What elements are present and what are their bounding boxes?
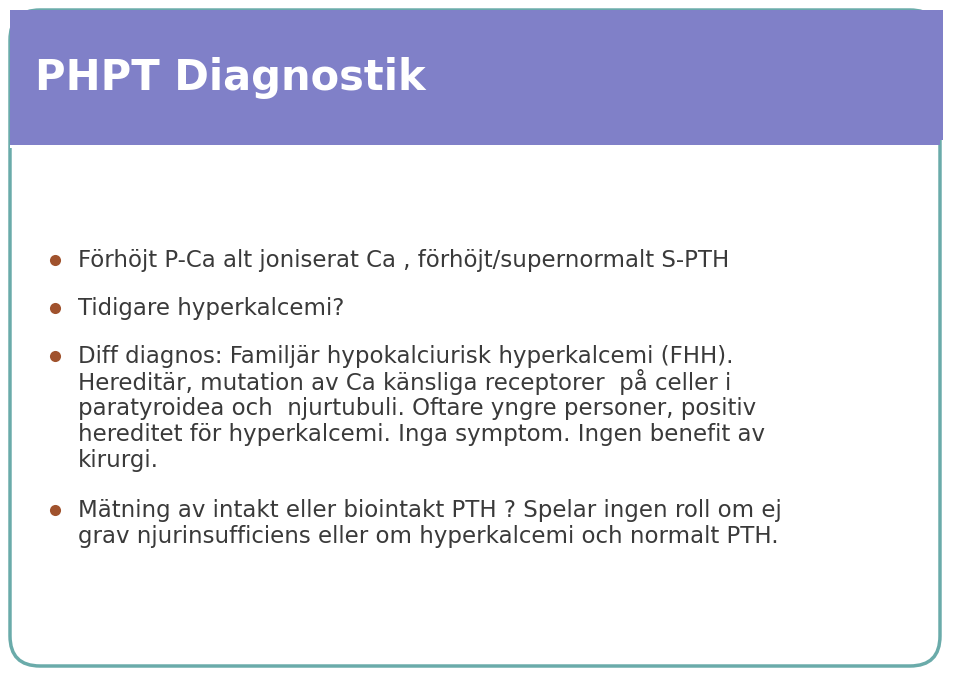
FancyBboxPatch shape (10, 10, 940, 145)
FancyBboxPatch shape (10, 10, 940, 666)
Text: Mätning av intakt eller biointakt PTH ? Spelar ingen roll om ej: Mätning av intakt eller biointakt PTH ? … (78, 498, 781, 521)
Text: kirurgi.: kirurgi. (78, 448, 159, 471)
Bar (10, 60, 940, 145)
Text: Diff diagnos: Familjär hypokalciurisk hyperkalcemi (FHH).: Diff diagnos: Familjär hypokalciurisk hy… (78, 345, 733, 368)
Text: grav njurinsufficiens eller om hyperkalcemi och normalt PTH.: grav njurinsufficiens eller om hyperkalc… (78, 525, 779, 548)
Text: hereditet för hyperkalcemi. Inga symptom. Ingen benefit av: hereditet för hyperkalcemi. Inga symptom… (78, 422, 765, 445)
Bar (10, 10, 960, 140)
Text: Tidigare hyperkalcemi?: Tidigare hyperkalcemi? (78, 297, 345, 320)
Bar (943, 10, 960, 676)
Text: Hereditär, mutation av Ca känsliga receptorer  på celler i: Hereditär, mutation av Ca känsliga recep… (78, 369, 732, 395)
Text: paratyroidea och  njurtubuli. Oftare yngre personer, positiv: paratyroidea och njurtubuli. Oftare yngr… (78, 397, 756, 420)
Bar (10, 145, 910, 148)
Text: PHPT Diagnostik: PHPT Diagnostik (35, 57, 425, 99)
Text: Förhöjt P-Ca alt joniserat Ca , förhöjt/supernormalt S-PTH: Förhöjt P-Ca alt joniserat Ca , förhöjt/… (78, 249, 730, 272)
